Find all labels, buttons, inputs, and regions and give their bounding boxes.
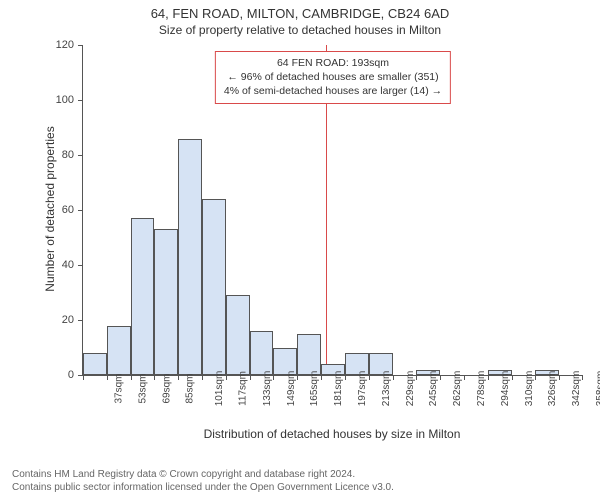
x-tick-label: 101sqm (214, 371, 225, 407)
y-tick-mark (78, 45, 83, 46)
x-tick-label: 133sqm (262, 371, 273, 407)
footer-line-1: Contains HM Land Registry data © Crown c… (12, 468, 394, 481)
x-tick-label: 69sqm (161, 373, 172, 403)
x-tick-mark (416, 375, 417, 380)
x-tick-label: 294sqm (500, 371, 511, 407)
x-axis-label: Distribution of detached houses by size … (82, 427, 582, 441)
histogram-bar (202, 199, 226, 375)
x-tick-label: 213sqm (381, 371, 392, 407)
y-tick-mark (78, 155, 83, 156)
y-tick-mark (78, 320, 83, 321)
y-tick-label: 20 (20, 314, 74, 326)
histogram-chart: Number of detached properties 64 FEN ROA… (20, 45, 580, 425)
footer-line-2: Contains public sector information licen… (12, 481, 394, 494)
x-tick-label: 358sqm (595, 371, 600, 407)
x-tick-mark (250, 375, 251, 380)
x-tick-label: 181sqm (333, 371, 344, 407)
x-tick-mark (345, 375, 346, 380)
histogram-bar (178, 139, 202, 376)
x-tick-mark (440, 375, 441, 380)
footer-attribution: Contains HM Land Registry data © Crown c… (12, 468, 394, 494)
x-tick-mark (273, 375, 274, 380)
annotation-line-1: 64 FEN ROAD: 193sqm (224, 56, 442, 70)
x-tick-label: 245sqm (429, 371, 440, 407)
x-tick-mark (582, 375, 583, 380)
page-title: 64, FEN ROAD, MILTON, CAMBRIDGE, CB24 6A… (0, 6, 600, 21)
histogram-bar (131, 218, 155, 375)
annotation-line-2: ← 96% of detached houses are smaller (35… (224, 70, 442, 84)
histogram-bar (83, 353, 107, 375)
y-tick-label: 40 (20, 259, 74, 271)
histogram-bar (297, 334, 321, 375)
histogram-bar (107, 326, 131, 376)
x-tick-label: 165sqm (309, 371, 320, 407)
y-tick-label: 120 (20, 39, 74, 51)
x-tick-label: 326sqm (548, 371, 559, 407)
x-tick-mark (202, 375, 203, 380)
x-tick-mark (512, 375, 513, 380)
x-tick-label: 229sqm (405, 371, 416, 407)
y-tick-label: 100 (20, 94, 74, 106)
x-tick-mark (154, 375, 155, 380)
x-tick-label: 85sqm (185, 373, 196, 403)
x-tick-label: 37sqm (113, 373, 124, 403)
x-tick-label: 278sqm (476, 371, 487, 407)
x-tick-mark (321, 375, 322, 380)
y-tick-mark (78, 100, 83, 101)
x-tick-label: 262sqm (452, 371, 463, 407)
x-tick-mark (83, 375, 84, 380)
plot-area: 64 FEN ROAD: 193sqm ← 96% of detached ho… (82, 45, 583, 376)
x-tick-mark (226, 375, 227, 380)
x-tick-mark (178, 375, 179, 380)
x-tick-mark (488, 375, 489, 380)
x-tick-label: 117sqm (237, 371, 248, 406)
x-tick-mark (393, 375, 394, 380)
x-tick-mark (131, 375, 132, 380)
y-tick-mark (78, 210, 83, 211)
histogram-bar (154, 229, 178, 375)
x-tick-mark (559, 375, 560, 380)
histogram-bar (226, 295, 250, 375)
x-tick-label: 310sqm (524, 371, 535, 407)
y-tick-label: 0 (20, 369, 74, 381)
x-tick-label: 197sqm (357, 371, 368, 407)
x-tick-label: 53sqm (137, 373, 148, 403)
x-tick-mark (369, 375, 370, 380)
y-tick-label: 60 (20, 204, 74, 216)
annotation-box: 64 FEN ROAD: 193sqm ← 96% of detached ho… (215, 51, 451, 104)
histogram-bar (250, 331, 274, 375)
x-tick-label: 342sqm (571, 371, 582, 407)
x-tick-mark (297, 375, 298, 380)
y-tick-mark (78, 265, 83, 266)
x-tick-mark (535, 375, 536, 380)
page-subtitle: Size of property relative to detached ho… (0, 23, 600, 37)
y-tick-label: 80 (20, 149, 74, 161)
x-tick-label: 149sqm (286, 371, 297, 407)
x-tick-mark (464, 375, 465, 380)
annotation-line-3: 4% of semi-detached houses are larger (1… (224, 84, 442, 98)
x-tick-mark (107, 375, 108, 380)
